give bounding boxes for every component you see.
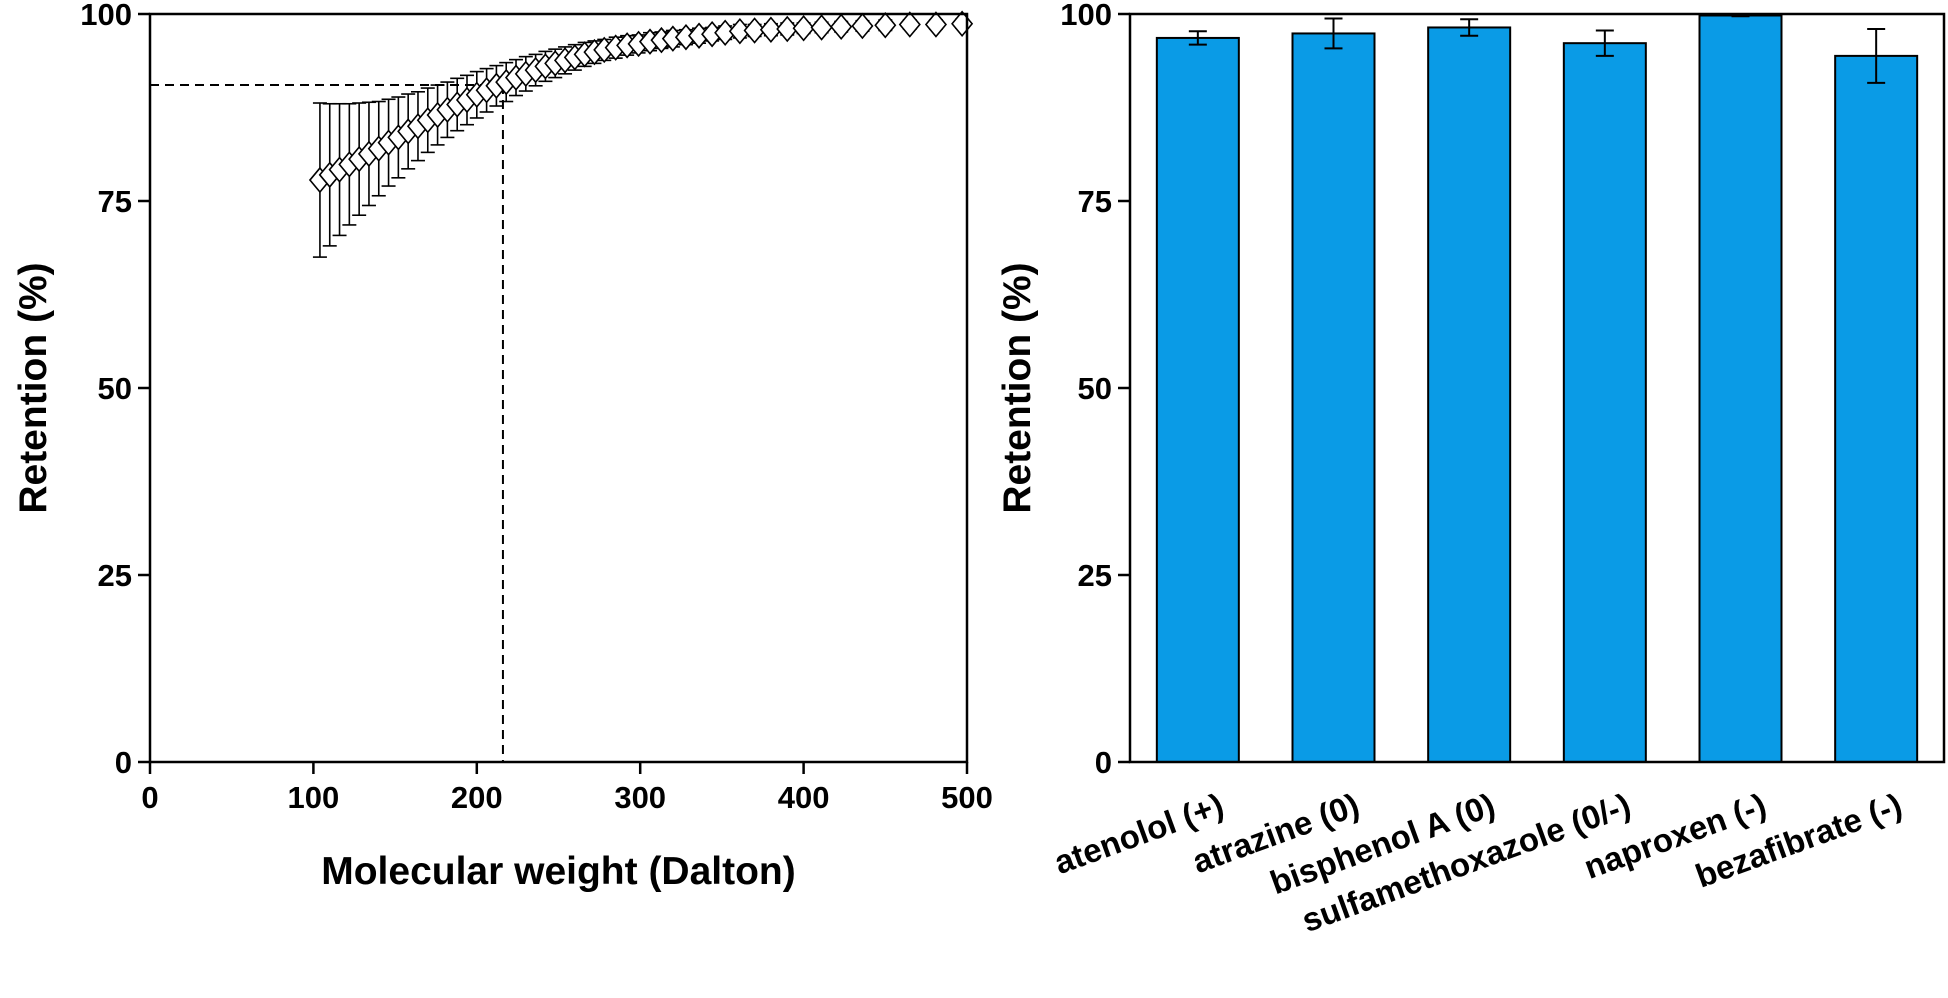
- y-tick-label: 25: [98, 558, 132, 593]
- data-point: [830, 13, 853, 40]
- x-tick-label: 300: [614, 780, 666, 815]
- x-tick-label: 400: [778, 780, 830, 815]
- y-tick-label: 75: [1078, 184, 1112, 219]
- data-point: [810, 14, 833, 41]
- y-tick-label: 0: [115, 745, 132, 780]
- plot-frame: [148, 12, 969, 764]
- bar: [1562, 42, 1647, 764]
- data-point: [759, 16, 782, 43]
- data-point: [851, 12, 874, 40]
- bar: [1834, 54, 1919, 763]
- bar: [1698, 14, 1783, 764]
- plot-frame: [1128, 12, 1946, 764]
- data-point: [874, 11, 897, 39]
- y-tick-label: 100: [80, 0, 132, 32]
- bar: [1155, 36, 1240, 764]
- x-tick-label: 100: [288, 780, 340, 815]
- data-point: [951, 10, 974, 37]
- data-point: [898, 11, 921, 38]
- y-tick-label: 0: [1095, 745, 1112, 780]
- data-point: [776, 15, 799, 43]
- right-chart-compound-retention: atenolol (+)atrazine (0)bisphenol A (0)s…: [996, 0, 1946, 939]
- y-tick-label: 50: [98, 371, 132, 406]
- x-axis-title: Molecular weight (Dalton): [321, 850, 796, 893]
- bar: [1427, 26, 1512, 764]
- y-tick-label: 100: [1060, 0, 1112, 32]
- x-tick-label: 0: [141, 780, 158, 815]
- data-point: [792, 14, 815, 42]
- left-chart-molecular-weight: 0 25 50 75 100 0 100 200 300 400 500 Molecular weig…: [12, 0, 993, 893]
- bar: [1291, 32, 1376, 763]
- data-point: [924, 11, 947, 38]
- data-point: [743, 17, 766, 44]
- x-tick-label: 200: [451, 780, 503, 815]
- y-tick-label: 25: [1078, 558, 1112, 593]
- y-axis-title: Retention (%): [996, 262, 1039, 513]
- y-axis-title: Retention (%): [12, 262, 55, 513]
- x-tick-label: 500: [941, 780, 993, 815]
- y-tick-label: 75: [98, 184, 132, 219]
- y-tick-label: 50: [1078, 371, 1112, 406]
